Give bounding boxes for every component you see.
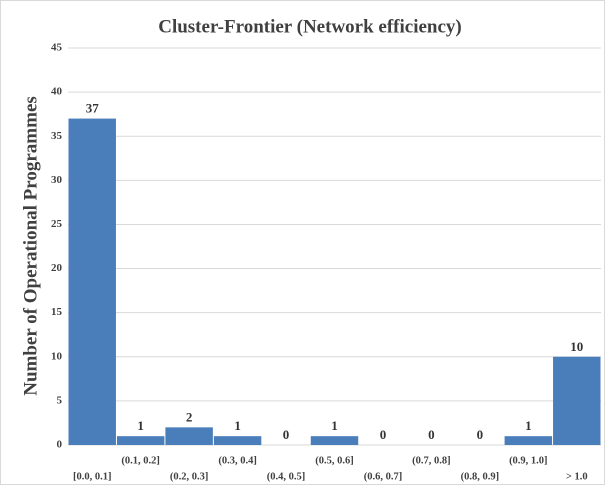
- x-tick-label: (0.3, 0.4]: [218, 455, 257, 466]
- y-tick-label: 15: [51, 306, 63, 318]
- x-tick-label: [0.0, 0.1]: [73, 471, 112, 482]
- y-tick-label: 35: [51, 130, 63, 142]
- x-tick-label: (0.5, 0.6]: [315, 455, 354, 466]
- data-label: 1: [525, 418, 532, 433]
- data-label: 1: [331, 418, 338, 433]
- x-tick-label: > 1.0: [566, 471, 588, 482]
- bar: [116, 436, 165, 445]
- data-label: 0: [380, 427, 387, 442]
- x-tick-label: (0.9, 1.0]: [509, 455, 548, 466]
- bar: [213, 436, 262, 445]
- x-tick-label: (0.1, 0.2]: [121, 455, 160, 466]
- y-tick-label: 40: [51, 86, 63, 98]
- y-tick-label: 0: [57, 439, 63, 451]
- bar: [310, 436, 359, 445]
- y-tick-label: 20: [51, 262, 63, 274]
- data-label: 0: [477, 427, 484, 442]
- bar: [504, 436, 553, 445]
- data-label: 37: [86, 101, 100, 116]
- y-tick-label: 45: [51, 42, 63, 54]
- x-tick-label: (0.6, 0.7]: [364, 471, 403, 482]
- data-label: 0: [283, 427, 290, 442]
- y-tick-label: 25: [51, 218, 63, 230]
- x-tick-label: (0.4, 0.5]: [267, 471, 306, 482]
- data-label: 10: [570, 339, 583, 354]
- y-tick-label: 5: [57, 394, 63, 406]
- bar: [553, 356, 601, 445]
- x-tick-label: (0.7, 0.8]: [412, 455, 451, 466]
- x-tick-label: (0.8, 0.9]: [461, 471, 500, 482]
- data-label: 1: [234, 418, 241, 433]
- chart-title: Cluster-Frontier (Network efficiency): [158, 16, 462, 37]
- bar: [68, 118, 116, 446]
- bar: [165, 427, 213, 445]
- y-tick-label: 10: [51, 350, 63, 362]
- y-tick-label: 30: [51, 174, 63, 186]
- y-axis-label: Number of Operational Programmes: [20, 96, 41, 396]
- x-tick-label: (0.2, 0.3]: [170, 471, 209, 482]
- data-label: 1: [137, 418, 144, 433]
- data-label: 0: [428, 427, 435, 442]
- data-label: 2: [186, 409, 193, 424]
